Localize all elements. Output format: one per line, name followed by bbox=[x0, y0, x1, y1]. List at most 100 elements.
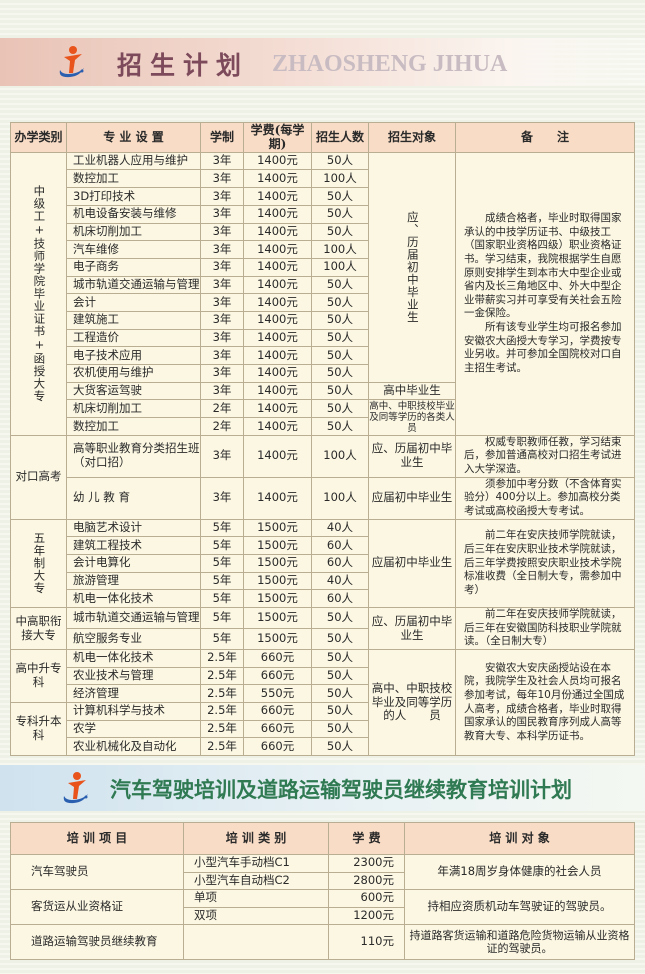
table-row: 会计电算化 5年 1500元 60人 bbox=[11, 554, 635, 573]
quota-cell: 50人 bbox=[311, 666, 369, 686]
major-cell: 数控加工 bbox=[66, 169, 201, 189]
fee-cell: 1500元 bbox=[243, 571, 312, 591]
quota-cell: 50人 bbox=[311, 381, 369, 401]
major-cell: 航空服务专业 bbox=[66, 628, 201, 650]
fee-cell: 1400元 bbox=[243, 240, 312, 259]
major-cell: 机床切削加工 bbox=[66, 399, 201, 419]
duration-cell: 3年 bbox=[200, 257, 244, 277]
quota-cell: 100人 bbox=[311, 240, 369, 259]
major-cell: 会计 bbox=[66, 293, 201, 312]
table-row: 城市轨道交通运输与管理 3年 1400元 50人 bbox=[11, 275, 635, 295]
target-cell: 高中、中职技校毕业及同等学历的各类人员 bbox=[368, 399, 456, 436]
duration-cell: 3年 bbox=[200, 151, 244, 171]
table-row: 五年制大专 电脑艺术设计 5年 1500元 40人 应届初中毕业生 前二年在安庆技师学院就读… bbox=[10, 518, 635, 609]
page-title: 招生计划 bbox=[117, 51, 250, 80]
table-row: 农业技术与管理 2.5年 660元 50人 bbox=[11, 666, 635, 686]
fee-cell: 660元 bbox=[243, 702, 312, 721]
fee-cell: 2800元 bbox=[328, 871, 405, 890]
quota-cell: 50人 bbox=[311, 275, 369, 295]
category-cell: 高中升专科 bbox=[10, 648, 67, 704]
major-cell: 计算机科学与技术 bbox=[66, 702, 201, 721]
fee-cell: 660元 bbox=[243, 666, 312, 686]
fee-cell: 2300元 bbox=[328, 854, 405, 873]
fee-cell: 1500元 bbox=[243, 518, 312, 538]
column-header: 学 费 bbox=[328, 822, 405, 855]
column-header: 办学类别 bbox=[10, 122, 67, 153]
quota-cell: 50人 bbox=[311, 204, 369, 224]
quota-cell: 50人 bbox=[311, 328, 369, 348]
quota-cell: 100人 bbox=[311, 434, 369, 478]
table-row: 中高职衔接大专 城市轨道交通运输与管理 5年 1500元 50人 应、历届初中毕业生 前二年… bbox=[10, 607, 635, 650]
quota-cell: 50人 bbox=[311, 648, 369, 668]
fee-cell: 1400元 bbox=[243, 328, 312, 348]
quota-cell: 50人 bbox=[311, 399, 369, 419]
target-cell: 应、历届初中毕业生 bbox=[368, 434, 456, 478]
category-cell: 中级工+技师学院毕业证书+函授大专 bbox=[10, 151, 67, 436]
training-item-cell: 道路运输驾驶员继续教育 bbox=[10, 924, 184, 960]
training-item-cell: 汽车驾驶员 bbox=[10, 854, 184, 890]
quota-cell: 60人 bbox=[311, 536, 369, 555]
target-cell: 高中、中职技校毕业及同等学历的人 员 bbox=[368, 648, 456, 757]
note-cell: 权威专职教师任教，学习结束后，参加普通高校对口招生考试进入大学深造。 bbox=[455, 434, 635, 478]
category-cell: 中高职衔接大专 bbox=[10, 607, 67, 650]
fee-cell: 1400元 bbox=[243, 476, 312, 520]
major-cell: 机电一体化技术 bbox=[66, 648, 201, 668]
fee-cell: 550元 bbox=[243, 684, 312, 704]
fee-cell: 1200元 bbox=[328, 906, 405, 925]
training-title: 汽车驾驶培训及道路运输驾驶员继续教育培训计划 bbox=[110, 778, 572, 802]
fee-cell: 1500元 bbox=[243, 607, 312, 630]
fee-cell: 600元 bbox=[328, 889, 405, 908]
table-row: 中级工+技师学院毕业证书+函授大专 工业机器人应用与维护 3年 1400元 50人 应、历… bbox=[10, 151, 635, 436]
table-row: 汽车维修 3年 1400元 100人 bbox=[11, 240, 635, 259]
fee-cell: 1400元 bbox=[243, 346, 312, 366]
duration-cell: 3年 bbox=[200, 346, 244, 366]
major-cell: 大货客运驾驶 bbox=[66, 381, 201, 401]
enrollment-table: 办学类别专 业 设 置学制 学费(每学期) 招生人数 招生对象备 注 中级工+技师学院… bbox=[10, 122, 635, 757]
page-subtitle: ZHAOSHENG JIHUA bbox=[272, 51, 508, 77]
quota-cell: 60人 bbox=[311, 589, 369, 609]
fee-cell: 1500元 bbox=[243, 536, 312, 555]
school-logo-icon bbox=[63, 772, 88, 804]
duration-cell: 2.5年 bbox=[200, 666, 244, 686]
training-type-cell bbox=[183, 924, 329, 960]
duration-cell: 2.5年 bbox=[200, 648, 244, 668]
major-cell: 旅游管理 bbox=[66, 571, 201, 591]
major-cell: 电脑艺术设计 bbox=[66, 518, 201, 538]
quota-cell: 60人 bbox=[311, 554, 369, 573]
duration-cell: 2.5年 bbox=[200, 719, 244, 739]
training-type-cell: 双项 bbox=[183, 906, 329, 925]
quota-cell: 50人 bbox=[311, 684, 369, 704]
fee-cell: 1500元 bbox=[243, 554, 312, 573]
table-row: 对口高考 高等职业教育分类招生班（对口招） 3年 1400元 100人 应、历届初中毕业生… bbox=[10, 434, 635, 520]
major-cell: 农业技术与管理 bbox=[66, 666, 201, 686]
quota-cell: 50人 bbox=[311, 222, 369, 242]
quota-cell: 50人 bbox=[311, 151, 369, 171]
fee-cell: 1400元 bbox=[243, 187, 312, 206]
target-cell: 高中毕业生 bbox=[368, 381, 456, 401]
major-cell: 机电一体化技术 bbox=[66, 589, 201, 609]
quota-cell: 50人 bbox=[311, 719, 369, 739]
duration-cell: 3年 bbox=[200, 293, 244, 312]
major-cell: 数控加工 bbox=[66, 417, 201, 436]
duration-cell: 2年 bbox=[200, 399, 244, 419]
target-cell: 应、历届初中毕业生 bbox=[368, 607, 456, 650]
column-header: 招生人数 bbox=[311, 122, 369, 153]
table-row: 机床切削加工 2年 1400元 50人 高中、中职技校毕业及同等学历的各类人员 bbox=[11, 399, 635, 436]
major-cell: 汽车维修 bbox=[66, 240, 201, 259]
duration-cell: 3年 bbox=[200, 240, 244, 259]
table-row: 机电设备安装与维修 3年 1400元 50人 bbox=[11, 204, 635, 224]
fee-cell: 1400元 bbox=[243, 399, 312, 419]
target-cell: 应届初中毕业生 bbox=[368, 476, 456, 520]
fee-cell: 1400元 bbox=[243, 222, 312, 242]
fee-cell: 1400元 bbox=[243, 204, 312, 224]
major-cell: 经济管理 bbox=[66, 684, 201, 704]
note-paragraph: 权威专职教师任教，学习结束后，参加普通高校对口招生考试进入大学深造。 bbox=[464, 435, 622, 476]
major-cell: 农机使用与维护 bbox=[66, 364, 201, 383]
quota-cell: 50人 bbox=[311, 346, 369, 366]
duration-cell: 3年 bbox=[200, 328, 244, 348]
duration-cell: 3年 bbox=[200, 434, 244, 478]
note-cell: 前二年在安庆技师学院就读，后三年在安徽国防科技职业学院就读。（全日制大专） bbox=[455, 607, 635, 650]
major-cell: 3D打印技术 bbox=[66, 187, 201, 206]
note-paragraph: 所有该专业学生均可报名参加安徽农大函授大专学习，学费按专业另收。并可参加全国院校… bbox=[464, 321, 622, 374]
major-cell: 农业机械化及自动化 bbox=[66, 737, 201, 757]
